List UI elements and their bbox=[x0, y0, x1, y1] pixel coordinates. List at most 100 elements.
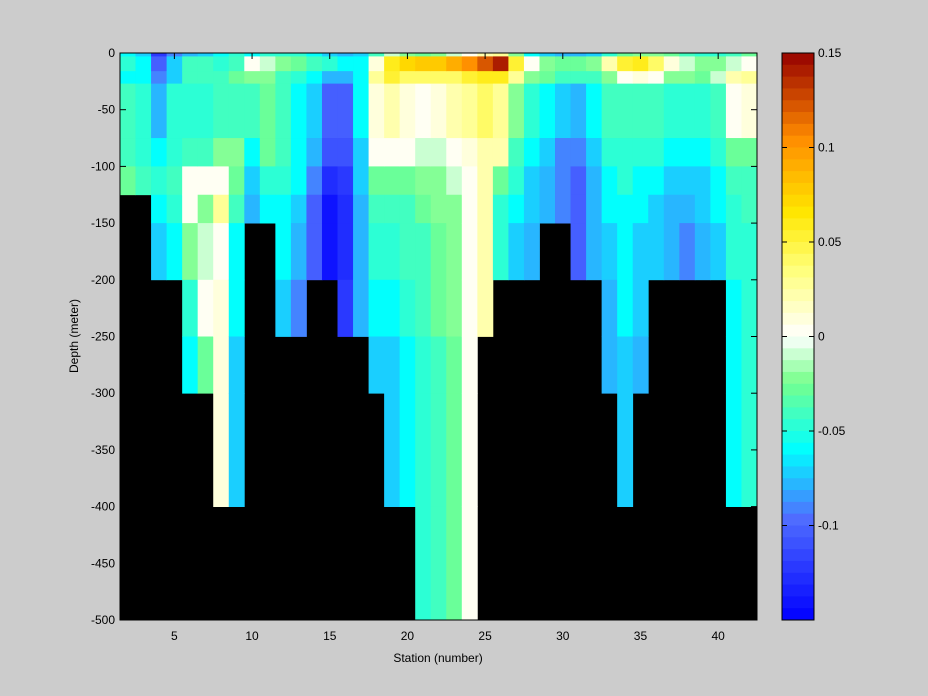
heatmap-cell bbox=[601, 71, 618, 85]
heatmap-cell bbox=[399, 336, 416, 394]
heatmap-cell bbox=[228, 336, 245, 394]
heatmap-cell bbox=[337, 138, 354, 167]
heatmap-cell bbox=[368, 71, 385, 85]
heatmap-cell bbox=[446, 279, 463, 337]
heatmap-cell bbox=[555, 194, 571, 224]
heatmap-cell bbox=[586, 83, 603, 139]
colorbar-segment bbox=[782, 371, 814, 385]
heatmap-cell bbox=[477, 83, 494, 139]
heatmap-cell bbox=[135, 83, 152, 139]
heatmap-cell bbox=[259, 56, 276, 72]
colorbar-segment bbox=[782, 525, 814, 538]
heatmap-cell bbox=[384, 194, 401, 224]
heatmap-cell bbox=[679, 83, 696, 139]
colorbar-segment bbox=[782, 253, 814, 267]
heatmap-cell bbox=[306, 223, 323, 281]
heatmap-cell bbox=[306, 138, 323, 167]
colorbar-segment bbox=[782, 171, 814, 184]
heatmap-cell bbox=[244, 194, 261, 224]
colorbar-segment bbox=[782, 490, 814, 503]
heatmap-cell bbox=[617, 194, 634, 224]
heatmap-cell bbox=[694, 194, 711, 224]
heatmap-cell bbox=[617, 393, 634, 507]
heatmap-cell bbox=[477, 71, 494, 85]
heatmap-cell bbox=[290, 166, 307, 196]
heatmap-cell bbox=[694, 53, 711, 57]
heatmap-cell bbox=[617, 138, 634, 167]
heatmap-cell bbox=[741, 223, 758, 281]
x-tick-label: 15 bbox=[323, 629, 337, 643]
y-axis-ticks: 0 -50 -100 -150 -200 -250 -300 -350 -400 -450 -500 bbox=[91, 46, 757, 627]
heatmap-cell bbox=[384, 138, 401, 167]
colorbar-segment bbox=[782, 549, 814, 562]
heatmap-cell bbox=[213, 223, 230, 281]
x-tick-label: 30 bbox=[556, 629, 570, 643]
colorbar-segment bbox=[782, 596, 814, 609]
heatmap-cell bbox=[120, 138, 136, 167]
heatmap-cell bbox=[228, 83, 245, 139]
heatmap-cell bbox=[384, 393, 401, 507]
heatmap-cell bbox=[648, 53, 665, 57]
heatmap-cell bbox=[570, 83, 587, 139]
heatmap-cell bbox=[213, 138, 230, 167]
heatmap-cell bbox=[725, 53, 742, 57]
heatmap-cell bbox=[415, 71, 432, 85]
heatmap-cell bbox=[570, 223, 587, 281]
heatmap-cell bbox=[725, 393, 742, 507]
heatmap-cell bbox=[197, 56, 214, 72]
heatmap-cell bbox=[430, 279, 447, 337]
heatmap-cell bbox=[228, 71, 245, 85]
heatmap-cell bbox=[368, 279, 385, 337]
heatmap-cell bbox=[523, 166, 540, 196]
heatmap-cell bbox=[446, 506, 463, 621]
heatmap-cell bbox=[648, 71, 665, 85]
heatmap-cell bbox=[228, 53, 245, 57]
colorbar-tick-label: 0.1 bbox=[818, 141, 835, 155]
heatmap-cell bbox=[601, 83, 618, 139]
heatmap-cell bbox=[197, 223, 214, 281]
heatmap-cell bbox=[461, 223, 478, 281]
heatmap-cell bbox=[430, 53, 447, 57]
x-tick-label: 20 bbox=[401, 629, 415, 643]
heatmap-cell bbox=[477, 138, 494, 167]
heatmap-cell bbox=[353, 56, 369, 72]
heatmap-cell bbox=[539, 56, 556, 72]
heatmap-cell bbox=[725, 83, 742, 139]
colorbar-segment bbox=[782, 478, 814, 491]
heatmap-cell bbox=[741, 194, 758, 224]
colorbar-segment bbox=[782, 324, 814, 337]
heatmap-cell bbox=[492, 53, 509, 57]
heatmap-cell bbox=[290, 56, 307, 72]
heatmap-cell bbox=[741, 56, 758, 72]
heatmap-cell bbox=[399, 71, 416, 85]
heatmap-cell bbox=[508, 53, 525, 57]
heatmap-cell bbox=[368, 53, 385, 57]
heatmap-cell bbox=[120, 71, 136, 85]
heatmap-cell bbox=[259, 166, 276, 196]
heatmap-cell bbox=[337, 53, 354, 57]
heatmap-cell bbox=[586, 53, 603, 57]
heatmap-cell bbox=[446, 223, 463, 281]
heatmap-cell bbox=[461, 506, 478, 621]
heatmap-cell bbox=[477, 223, 494, 281]
colorbar-segment bbox=[782, 336, 814, 349]
heatmap-cell bbox=[166, 138, 183, 167]
colorbar-segment bbox=[782, 513, 814, 526]
heatmap-cell bbox=[415, 506, 432, 621]
colorbar-segment bbox=[782, 242, 814, 255]
heatmap-cell bbox=[353, 71, 369, 85]
heatmap-cell bbox=[539, 53, 556, 57]
heatmap-cell bbox=[632, 223, 649, 281]
heatmap-cell bbox=[182, 56, 199, 72]
heatmap-cell bbox=[368, 194, 385, 224]
colorbar-ticks: 0.15 0.1 0.05 0 -0.05 -0.1 bbox=[782, 46, 846, 533]
heatmap-cell bbox=[337, 223, 354, 281]
heatmap-cell bbox=[492, 138, 509, 167]
heatmap-cell bbox=[415, 53, 432, 57]
heatmap-cell bbox=[135, 166, 152, 196]
y-tick-label: -450 bbox=[91, 556, 115, 570]
heatmap-cell bbox=[399, 83, 416, 139]
heatmap-cell bbox=[244, 138, 261, 167]
heatmap-cell bbox=[259, 194, 276, 224]
heatmap-cell bbox=[399, 223, 416, 281]
